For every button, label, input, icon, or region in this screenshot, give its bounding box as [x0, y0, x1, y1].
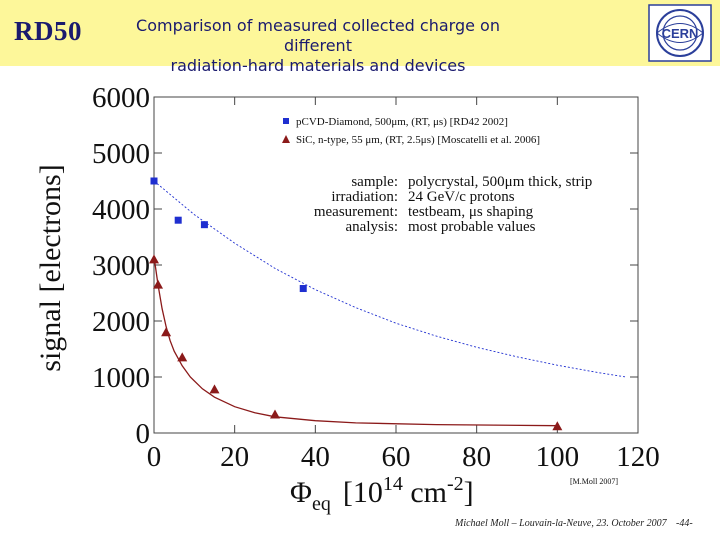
x-axis-unit-exponent-2: -2 — [447, 473, 464, 495]
annotation-value-measurement: testbeam, μs shaping — [408, 204, 534, 220]
x-axis-unit-cm: cm — [403, 476, 447, 509]
data-point-sic — [270, 409, 280, 419]
annotation-label-measurement: measurement: — [314, 204, 398, 220]
x-axis-unit-prefix: [10 — [343, 476, 383, 509]
annotation-label-sample: sample: — [351, 174, 398, 190]
y-tick-label: 5000 — [92, 138, 150, 170]
footer-author: Michael Moll – Louvain-la-Neuve, 23. Oct… — [455, 518, 667, 529]
sample-annotation: sample: irradiation: measurement: analys… — [314, 174, 592, 235]
y-tick-label: 1000 — [92, 362, 150, 394]
y-tick-label: 3000 — [92, 250, 150, 282]
x-tick-label: 100 — [536, 441, 580, 473]
x-axis-subscript: eq — [312, 493, 331, 515]
fit-curves — [153, 180, 626, 427]
x-axis-symbol: Φ — [290, 476, 312, 509]
data-point-sic — [149, 254, 159, 264]
legend-label-sic: SiC, n-type, 55 μm, (RT, 2.5μs) [Moscate… — [296, 134, 540, 146]
data-point-diamond — [299, 285, 307, 293]
data-point-diamond — [150, 177, 158, 185]
annotation-value-analysis: most probable values — [408, 219, 536, 235]
legend-marker-sic — [282, 135, 290, 143]
data-point-sic — [552, 421, 563, 431]
x-tick-label: 0 — [147, 441, 162, 473]
slide-title-line-2: radiation-hard materials and devices — [170, 56, 466, 75]
x-axis-unit-suffix: ] — [464, 476, 474, 509]
data-point-diamond — [174, 216, 182, 224]
x-tick-label: 80 — [462, 441, 491, 473]
y-tick-label: 0 — [136, 418, 151, 450]
y-tick-label: 2000 — [92, 306, 150, 338]
annotation-value-irradiation: 24 GeV/c protons — [408, 189, 515, 205]
legend-marker-diamond — [283, 118, 289, 124]
plot-frame — [153, 96, 639, 434]
x-axis-label: Φeq [1014 cm-2] — [290, 473, 474, 515]
annotation-label-analysis: analysis: — [346, 219, 399, 235]
data-point-sic — [177, 352, 188, 362]
annotation-value-sample: polycrystal, 500μm thick, strip — [408, 174, 592, 190]
slide-title-line-1: Comparison of measured collected charge … — [136, 16, 500, 55]
x-tick-label: 120 — [616, 441, 660, 473]
slide-header: RD50 Comparison of measured collected ch… — [0, 0, 720, 75]
slide-title: Comparison of measured collected charge … — [118, 16, 518, 76]
legend: pCVD-Diamond, 500μm, (RT, μs) [RD42 2002… — [282, 116, 540, 146]
rd50-logo: RD50 — [14, 16, 82, 46]
x-tick-label: 20 — [220, 441, 249, 473]
fit-line-series-0 — [153, 180, 626, 378]
x-axis-unit-exponent: 14 — [383, 473, 403, 495]
cern-logo-text: CERN — [662, 26, 699, 41]
x-tick-label: 40 — [301, 441, 330, 473]
data-point-sic — [209, 384, 220, 394]
y-tick-label: 6000 — [92, 82, 150, 114]
page-number: -44- — [676, 518, 693, 529]
data-point-sic — [153, 279, 164, 289]
cern-logo-icon: CERN — [648, 4, 712, 62]
data-points — [149, 177, 563, 431]
y-tick-label: 4000 — [92, 194, 150, 226]
data-point-sic — [161, 327, 172, 337]
chart-credit: [M.Moll 2007] — [570, 477, 618, 486]
x-tick-label: 60 — [382, 441, 411, 473]
fit-line-series-1 — [153, 256, 558, 427]
y-axis-label: signal [electrons] — [34, 164, 67, 371]
annotation-label-irradiation: irradiation: — [331, 189, 398, 205]
data-point-diamond — [200, 221, 208, 229]
axis-ticks: 0 20 40 60 80 100 120 0 1000 2000 3000 4000 5000 6000 — [92, 82, 660, 473]
legend-label-diamond: pCVD-Diamond, 500μm, (RT, μs) [RD42 2002… — [296, 116, 508, 128]
